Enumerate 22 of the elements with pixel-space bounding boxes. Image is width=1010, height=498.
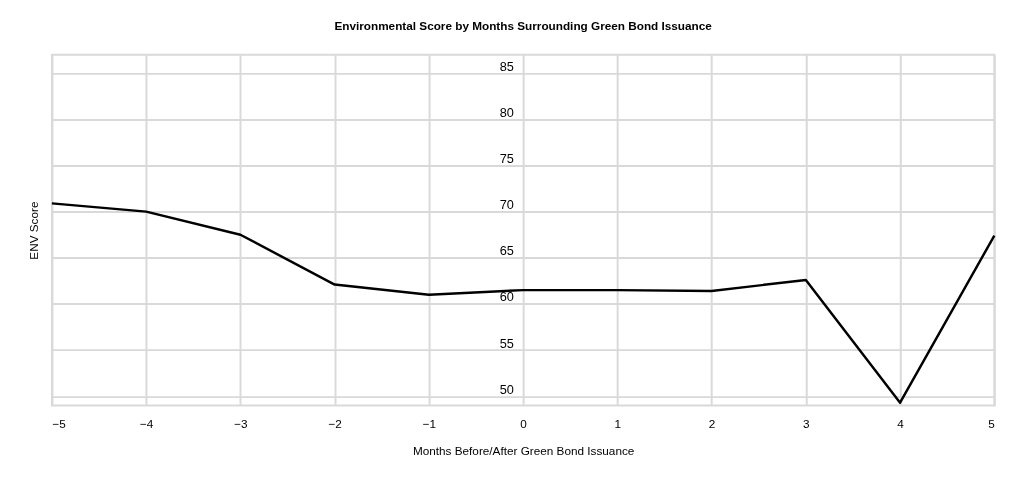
x-tick-label: −2 <box>328 417 342 431</box>
x-tick-label: −1 <box>422 417 437 431</box>
y-tick-label: 55 <box>499 335 514 351</box>
x-tick-label: 0 <box>520 417 528 431</box>
y-tick-label: 50 <box>499 381 514 397</box>
y-tick-label: 70 <box>499 197 514 213</box>
y-tick-label: 85 <box>499 58 514 74</box>
x-tick-label: 1 <box>614 417 622 431</box>
y-tick-label: 80 <box>499 104 514 120</box>
x-tick-label: −3 <box>234 417 249 431</box>
x-tick-label: −4 <box>139 417 154 431</box>
x-tick-label: 4 <box>897 417 905 431</box>
x-tick-label: 3 <box>803 417 811 431</box>
x-tick-label: 5 <box>988 417 996 431</box>
x-tick-label: 2 <box>708 417 716 431</box>
y-axis-title: ENV Score <box>26 201 40 260</box>
y-tick-label: 60 <box>499 289 514 305</box>
chart-title: Environmental Score by Months Surrounding Green Bond Issuance <box>334 19 713 33</box>
y-tick-label: 65 <box>499 243 514 259</box>
x-tick-label: −5 <box>52 417 67 431</box>
x-axis-title: Months Before/After Green Bond Issuance <box>412 443 635 457</box>
y-tick-label: 75 <box>499 151 514 167</box>
